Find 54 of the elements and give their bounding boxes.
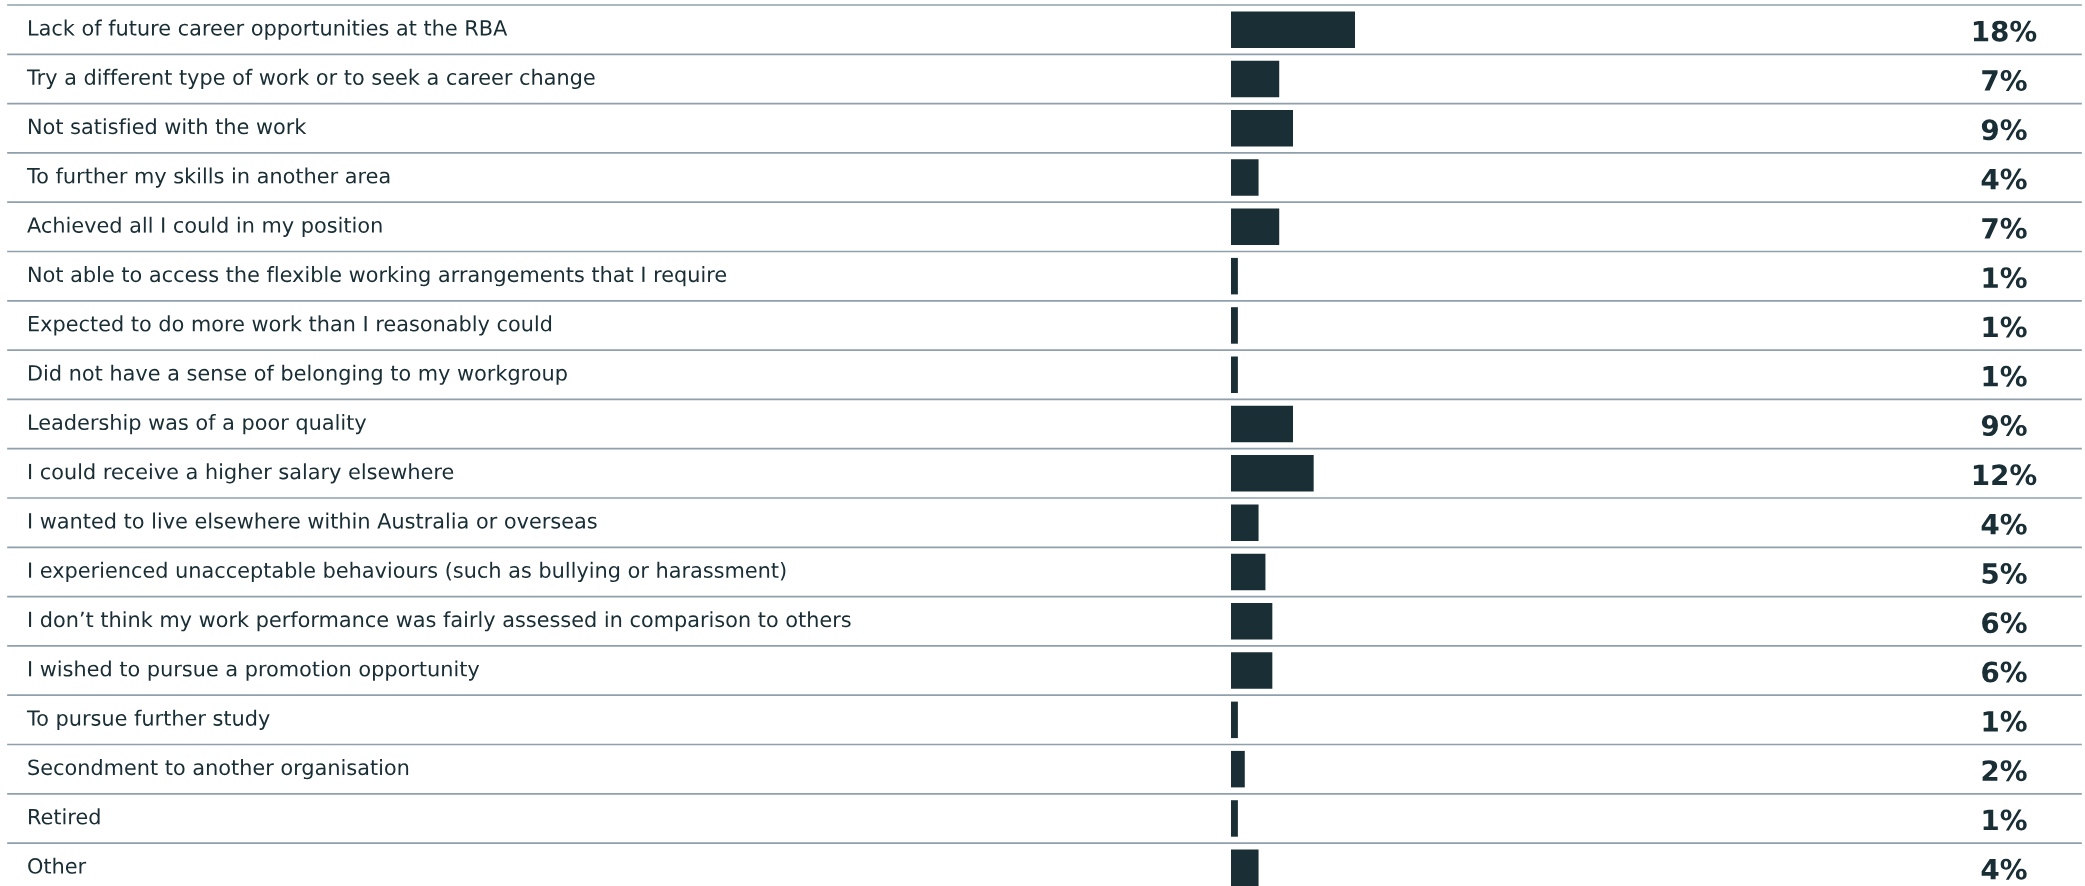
y-tick-label: I experienced unacceptable behaviours (such as bullying or harassment)	[29, 561, 786, 583]
data-label: 2%	[1982, 760, 2027, 782]
y-tick-label: Not able to access the flexible working arrangements that I require	[29, 266, 727, 287]
y-tick-label: I wanted to live elsewhere within Australia or overseas	[29, 512, 597, 529]
bar	[1231, 849, 1259, 886]
bar	[1231, 553, 1266, 591]
y-tick-label: Try a different type of work or to seek a career change	[26, 68, 595, 90]
data-label: 1%	[1983, 267, 2027, 289]
data-label: 7%	[1982, 69, 2027, 91]
data-label: 1%	[1983, 316, 2027, 338]
y-tick-label: Expected to do more work than I reasonably could	[29, 315, 552, 336]
data-label: 1%	[1983, 809, 2027, 831]
y-tick-label: To further my skills in another area	[26, 167, 390, 188]
bar	[1231, 652, 1273, 689]
bar	[1231, 208, 1280, 246]
data-label: 4%	[1981, 513, 2027, 535]
data-label: 1%	[1983, 365, 2027, 387]
y-tick-label: Leadership was of a poor quality	[29, 413, 367, 435]
y-tick-label: Did not have a sense of belonging to my workgroup	[29, 364, 567, 385]
y-tick-label: To pursue further study	[26, 709, 270, 730]
y-tick-label: Secondment to another organisation	[28, 759, 409, 780]
data-label: 6%	[1982, 612, 2027, 634]
data-label: 9%	[1981, 119, 2027, 141]
data-label: 9%	[1981, 415, 2027, 437]
y-tick-label: Retired	[29, 808, 100, 825]
y-tick-label: Achieved all I could in my position	[27, 216, 382, 237]
y-tick-label: I could receive a higher salary elsewhere	[29, 463, 454, 484]
bar	[1231, 800, 1238, 837]
y-tick-label: Not satisfied with the work	[29, 118, 307, 135]
y-tick-label: Lack of future career opportunities at the RBA	[29, 19, 508, 40]
bar	[1231, 504, 1259, 541]
data-label: 5%	[1982, 562, 2027, 584]
bar	[1231, 257, 1238, 295]
bar	[1231, 356, 1238, 393]
bar	[1231, 307, 1238, 344]
data-label: 12%	[1973, 464, 2037, 486]
y-tick-label: Other	[28, 857, 87, 874]
bar	[1231, 405, 1293, 443]
data-label: 6%	[1982, 661, 2027, 683]
bar	[1231, 159, 1259, 196]
y-tick-label: I wished to pursue a promotion opportunity	[29, 660, 480, 681]
data-label: 18%	[1973, 20, 2037, 42]
data-label: 4%	[1981, 858, 2027, 880]
data-label: 1%	[1983, 710, 2027, 732]
bar	[1231, 750, 1245, 788]
y-tick-label: I don’t think my work performance was fairly assessed in comparison to others	[29, 611, 851, 632]
bar	[1231, 11, 1355, 48]
bar	[1231, 110, 1293, 147]
bar	[1231, 60, 1280, 98]
bar	[1231, 455, 1314, 492]
bar	[1231, 603, 1273, 640]
data-label: 4%	[1981, 168, 2027, 190]
data-label: 7%	[1982, 217, 2027, 239]
bar	[1231, 701, 1238, 739]
